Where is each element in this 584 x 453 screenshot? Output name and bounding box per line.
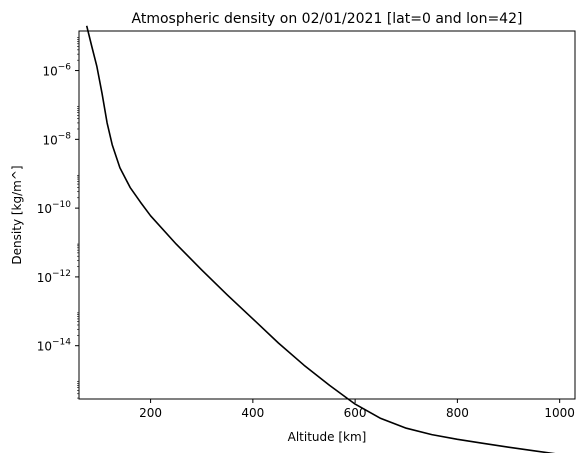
y-ticks: 10−6 10−8 10−10 10−12 10−14 xyxy=(37,37,79,399)
x-tick-label: 600 xyxy=(344,406,367,420)
plot-frame xyxy=(78,30,576,400)
x-ticks: 200 400 600 800 1000 xyxy=(139,399,575,420)
x-axis-label: Altitude [km] xyxy=(288,430,367,444)
x-tick-label: 1000 xyxy=(544,406,575,420)
x-tick-label: 800 xyxy=(446,406,469,420)
chart-title: Atmospheric density on 02/01/2021 [lat=0… xyxy=(132,11,523,27)
y-tick-label: 10−10 xyxy=(37,200,72,216)
y-tick-label: 10−14 xyxy=(37,338,72,354)
y-tick-label: 10−6 xyxy=(42,63,71,79)
y-tick-label: 10−12 xyxy=(37,269,71,285)
y-axis-label: Density [kg/m^] xyxy=(10,165,24,264)
density-line xyxy=(85,25,556,453)
x-tick-label: 200 xyxy=(139,406,162,420)
x-tick-label: 400 xyxy=(241,406,264,420)
y-tick-label: 10−8 xyxy=(42,131,71,147)
data-line-layer xyxy=(85,25,556,453)
